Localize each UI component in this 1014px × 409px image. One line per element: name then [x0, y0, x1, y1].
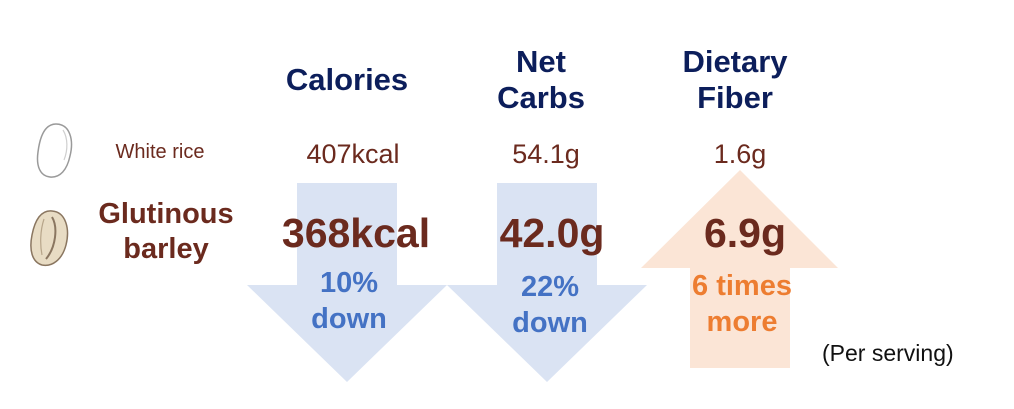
barley-grain-icon: [30, 210, 69, 267]
row-label-white-rice: White rice: [115, 141, 205, 163]
rice-grain-icon: [36, 123, 73, 178]
header-calories: Calories: [285, 62, 409, 97]
row-label-glutinous-barley: Glutinous barley: [98, 198, 234, 265]
barley-fiber: 6.9g: [703, 210, 787, 256]
header-dietary-fiber: Dietary Fiber: [682, 44, 788, 115]
net-carbs-down-arrow: [447, 183, 647, 382]
calories-change-label: 10% down: [311, 267, 387, 335]
calories-down-arrow: [247, 183, 447, 382]
header-net-carbs: Net Carbs: [497, 44, 585, 115]
per-serving-note: (Per serving): [822, 340, 954, 366]
fiber-change-label: 6 times more: [692, 270, 792, 338]
barley-net-carbs: 42.0g: [499, 210, 605, 256]
white-rice-fiber: 1.6g: [713, 139, 767, 169]
net-carbs-change-label: 22% down: [512, 271, 588, 339]
white-rice-calories: 407kcal: [306, 139, 400, 169]
barley-calories: 368kcal: [281, 210, 431, 256]
fiber-up-arrow: [641, 170, 838, 368]
white-rice-net-carbs: 54.1g: [512, 139, 580, 169]
